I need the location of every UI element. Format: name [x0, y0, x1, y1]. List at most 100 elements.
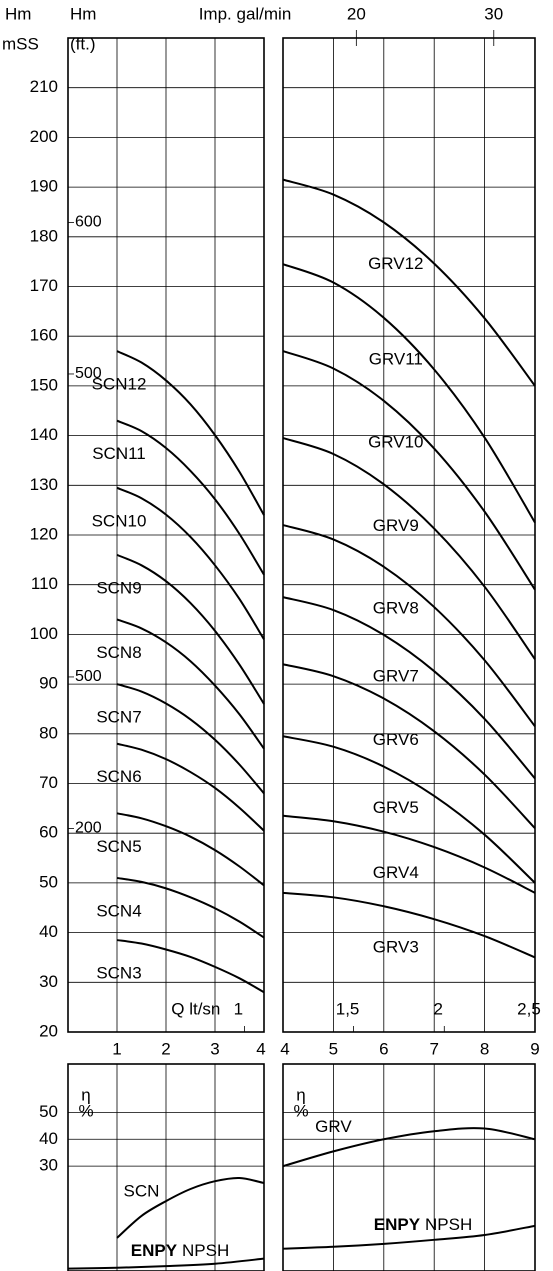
- eta-label: %: [78, 1101, 93, 1120]
- brand: ENPY: [374, 1215, 421, 1234]
- series-label: SCN10: [92, 511, 147, 530]
- series-label: GRV5: [373, 798, 419, 817]
- y-tick-label: 40: [39, 922, 58, 941]
- flow-tick-label: 2,5: [517, 999, 541, 1018]
- flow-tick-label: 1: [234, 999, 243, 1018]
- curve: [116, 486, 265, 640]
- x-tick-label: 4: [280, 1039, 289, 1058]
- y-tick-label: 20: [39, 1021, 58, 1040]
- brand: ENPY: [131, 1242, 178, 1261]
- curve: [116, 742, 265, 832]
- panel-frame: [282, 37, 536, 1033]
- curve: [116, 812, 265, 887]
- curve: [116, 683, 265, 795]
- curve: [67, 1257, 265, 1270]
- series-label: SCN6: [96, 767, 141, 786]
- y-tick-label: 40: [39, 1129, 58, 1148]
- y-tick-label: 160: [30, 326, 58, 345]
- curve: [116, 553, 265, 705]
- x-tick-label: 2: [161, 1039, 170, 1058]
- npsh-label: ENPY NPSH: [374, 1215, 473, 1234]
- flow-tick-label: 1,5: [336, 999, 360, 1018]
- y-axis-label: mSS: [2, 34, 39, 53]
- flow-tick-label: 2: [434, 999, 443, 1018]
- npsh-name: NPSH: [182, 1242, 229, 1261]
- x-tick-label: 9: [530, 1039, 539, 1058]
- panel-frame: [67, 1063, 265, 1271]
- series-label: GRV8: [373, 598, 419, 617]
- curve: [282, 891, 536, 959]
- series-label: GRV: [315, 1117, 352, 1136]
- y-tick-label: 180: [30, 226, 58, 245]
- y-tick-label: 50: [39, 872, 58, 891]
- curve: [282, 178, 536, 387]
- series-label: SCN8: [96, 643, 141, 662]
- y-tick-label: 80: [39, 723, 58, 742]
- curve: [282, 663, 536, 829]
- series-label: GRV3: [373, 938, 419, 957]
- series-label: SCN12: [92, 375, 147, 394]
- y-tick-label: 120: [30, 524, 58, 543]
- series-label: SCN5: [96, 837, 141, 856]
- y-tick-label: 130: [30, 475, 58, 494]
- curve: [282, 596, 536, 780]
- curve: [116, 419, 265, 576]
- y2-tick-label: 600: [75, 214, 102, 231]
- panel-frame: [67, 37, 265, 1033]
- x-tick-label: 6: [379, 1039, 388, 1058]
- y-tick-label: 170: [30, 276, 58, 295]
- x-tick-label: 7: [429, 1039, 438, 1058]
- curve: [282, 524, 536, 727]
- y-tick-label: 210: [30, 77, 58, 96]
- series-label: GRV11: [369, 349, 423, 368]
- y-tick-label: 30: [39, 1156, 58, 1175]
- top-tick-label: 20: [347, 4, 366, 23]
- y-tick-label: 30: [39, 972, 58, 991]
- y2-tick-label: 500: [75, 365, 102, 382]
- curve: [282, 735, 536, 884]
- series-label: SCN4: [96, 901, 141, 920]
- curve: [282, 263, 536, 524]
- eta-label: η: [81, 1085, 90, 1104]
- x-tick-label: 5: [329, 1039, 338, 1058]
- y-tick-label: 110: [31, 574, 58, 593]
- flow-axis-label: Q lt/sn: [171, 999, 220, 1018]
- series-label: SCN3: [96, 964, 141, 983]
- panel-frame: [282, 1063, 536, 1271]
- series-label: GRV9: [373, 516, 419, 535]
- y-tick-label: 70: [39, 773, 58, 792]
- y2-tick-label: 500: [75, 668, 102, 685]
- series-label: GRV12: [368, 254, 423, 273]
- top-axis-label: Imp. gal/min: [199, 4, 292, 23]
- curve: [116, 939, 265, 994]
- x-tick-label: 3: [210, 1039, 219, 1058]
- curve: [282, 1127, 536, 1168]
- x-tick-label: 8: [480, 1039, 489, 1058]
- y-tick-label: 150: [30, 375, 58, 394]
- x-tick-label: 1: [112, 1039, 121, 1058]
- y-tick-label: 140: [30, 425, 58, 444]
- series-label: GRV7: [373, 666, 419, 685]
- x-tick-label: 4: [256, 1039, 265, 1058]
- series-label: GRV6: [373, 730, 419, 749]
- eta-label: η: [296, 1085, 305, 1104]
- series-label: GRV10: [368, 432, 423, 451]
- top-tick-label: 30: [484, 4, 503, 23]
- npsh-name: NPSH: [425, 1215, 472, 1234]
- npsh-label: ENPY NPSH: [131, 1242, 230, 1261]
- series-label: SCN9: [96, 578, 141, 597]
- series-label: SCN11: [92, 444, 146, 463]
- y-tick-label: 100: [30, 624, 58, 643]
- curve: [116, 876, 265, 939]
- y-tick-label: 200: [30, 127, 58, 146]
- curve: [282, 437, 536, 660]
- series-label: SCN: [124, 1181, 160, 1200]
- y-tick-label: 190: [30, 177, 58, 196]
- y-axis-label: Hm: [5, 4, 31, 23]
- curve: [282, 1224, 536, 1250]
- curve: [116, 350, 265, 516]
- series-label: GRV4: [373, 863, 419, 882]
- series-label: SCN7: [96, 708, 141, 727]
- y2-tick-label: 200: [75, 820, 102, 837]
